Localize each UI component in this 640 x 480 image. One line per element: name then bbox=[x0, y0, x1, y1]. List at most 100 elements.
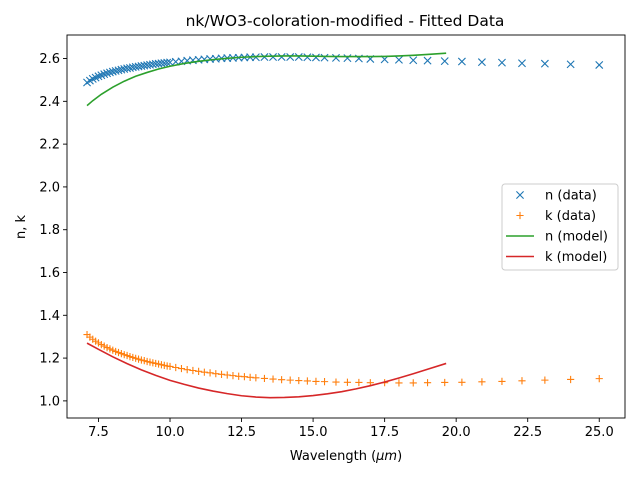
y-tick-label: 2.6 bbox=[39, 52, 60, 67]
data-point bbox=[260, 374, 269, 383]
data-point bbox=[477, 58, 486, 67]
data-point bbox=[94, 72, 103, 81]
data-point bbox=[311, 53, 320, 62]
y-axis-label: n, k bbox=[14, 215, 29, 240]
data-point bbox=[332, 378, 340, 386]
data-point bbox=[343, 378, 352, 386]
series-k-model bbox=[86, 342, 447, 399]
data-point bbox=[355, 378, 363, 387]
data-point bbox=[518, 377, 526, 385]
data-point bbox=[286, 376, 294, 384]
data-point bbox=[423, 56, 432, 65]
data-point bbox=[343, 54, 352, 63]
data-point bbox=[277, 53, 286, 62]
data-point bbox=[100, 70, 109, 79]
x-axis-label: Wavelength (μm) bbox=[290, 449, 402, 464]
data-point bbox=[223, 371, 231, 379]
data-point bbox=[303, 377, 311, 385]
series-n-data bbox=[83, 53, 604, 87]
y-axis: 1.0 1.2 1.4 1.6 1.8 2.0 2.2 2.4 2.6 bbox=[39, 52, 67, 409]
data-point bbox=[97, 71, 106, 80]
y-tick-label: 2.2 bbox=[39, 138, 60, 153]
x-tick-label: 17.5 bbox=[370, 425, 399, 440]
data-point bbox=[212, 370, 220, 378]
legend: n (data) k (data) n (model) k (model) bbox=[501, 183, 619, 271]
data-point bbox=[458, 378, 466, 386]
data-point bbox=[206, 369, 214, 377]
data-point bbox=[320, 53, 329, 62]
data-point bbox=[595, 60, 604, 69]
legend-entry: k (data) bbox=[516, 209, 596, 224]
data-point bbox=[252, 374, 260, 382]
y-tick-label: 2.4 bbox=[39, 95, 60, 110]
x-tick-label: 20.0 bbox=[442, 425, 471, 440]
data-point bbox=[409, 56, 418, 65]
data-point bbox=[286, 53, 295, 62]
data-point bbox=[478, 378, 486, 386]
legend-label: k (data) bbox=[545, 209, 596, 224]
series-n-model bbox=[86, 52, 447, 107]
data-point bbox=[409, 379, 417, 387]
data-point bbox=[566, 60, 575, 69]
legend-entry: n (model) bbox=[506, 230, 608, 245]
data-point bbox=[183, 366, 191, 374]
legend-label: n (data) bbox=[545, 189, 597, 204]
data-point bbox=[457, 57, 466, 66]
data-point bbox=[278, 376, 286, 384]
legend-swatch bbox=[516, 211, 524, 220]
x-tick-label: 7.5 bbox=[88, 425, 109, 440]
data-point bbox=[394, 55, 403, 64]
series-layer bbox=[83, 52, 604, 399]
data-point bbox=[163, 58, 172, 67]
x-tick-label: 15.0 bbox=[299, 425, 328, 440]
data-point bbox=[105, 68, 114, 77]
data-point bbox=[567, 375, 575, 384]
data-point bbox=[229, 372, 237, 380]
x-tick-label: 25.0 bbox=[585, 425, 614, 440]
y-tick-label: 1.4 bbox=[39, 309, 60, 324]
legend-box bbox=[501, 183, 619, 271]
series-line bbox=[86, 52, 447, 107]
data-point bbox=[195, 367, 203, 375]
data-point bbox=[423, 379, 432, 387]
data-point bbox=[103, 69, 112, 78]
data-point bbox=[440, 57, 449, 66]
data-point bbox=[166, 362, 174, 371]
legend-label: k (model) bbox=[545, 250, 607, 265]
data-point bbox=[517, 59, 526, 68]
data-point bbox=[269, 53, 278, 62]
data-point bbox=[303, 53, 312, 62]
x-tick-label: 22.5 bbox=[513, 425, 542, 440]
data-point bbox=[240, 373, 249, 381]
x-axis: 7.5 10.0 12.5 15.0 17.5 20.0 22.5 25.0 bbox=[88, 418, 614, 440]
data-point bbox=[217, 370, 226, 378]
data-point bbox=[540, 59, 549, 68]
data-point bbox=[200, 368, 208, 376]
data-point bbox=[498, 377, 506, 386]
y-tick-label: 1.2 bbox=[39, 352, 60, 367]
data-point bbox=[395, 379, 403, 387]
data-point bbox=[595, 375, 603, 383]
x-tick-label: 10.0 bbox=[156, 425, 185, 440]
series-line bbox=[86, 342, 447, 399]
data-point bbox=[497, 58, 506, 67]
x-tick-label: 12.5 bbox=[227, 425, 256, 440]
legend-entry: k (model) bbox=[506, 250, 607, 265]
chart-title: nk/WO3-coloration-modified - Fitted Data bbox=[186, 12, 505, 30]
data-point bbox=[441, 378, 449, 387]
series-k-data bbox=[83, 330, 603, 387]
plot-frame bbox=[66, 34, 626, 419]
data-point bbox=[320, 378, 329, 386]
data-point bbox=[295, 376, 303, 385]
data-point bbox=[177, 364, 186, 373]
data-point bbox=[269, 375, 277, 383]
y-tick-label: 1.6 bbox=[39, 266, 60, 281]
data-point bbox=[541, 376, 549, 384]
data-point bbox=[294, 53, 303, 62]
data-point bbox=[331, 53, 340, 62]
data-point bbox=[312, 377, 320, 386]
legend-swatch bbox=[516, 191, 524, 199]
y-tick-label: 1.8 bbox=[39, 223, 60, 238]
legend-entry: n (data) bbox=[516, 189, 597, 204]
